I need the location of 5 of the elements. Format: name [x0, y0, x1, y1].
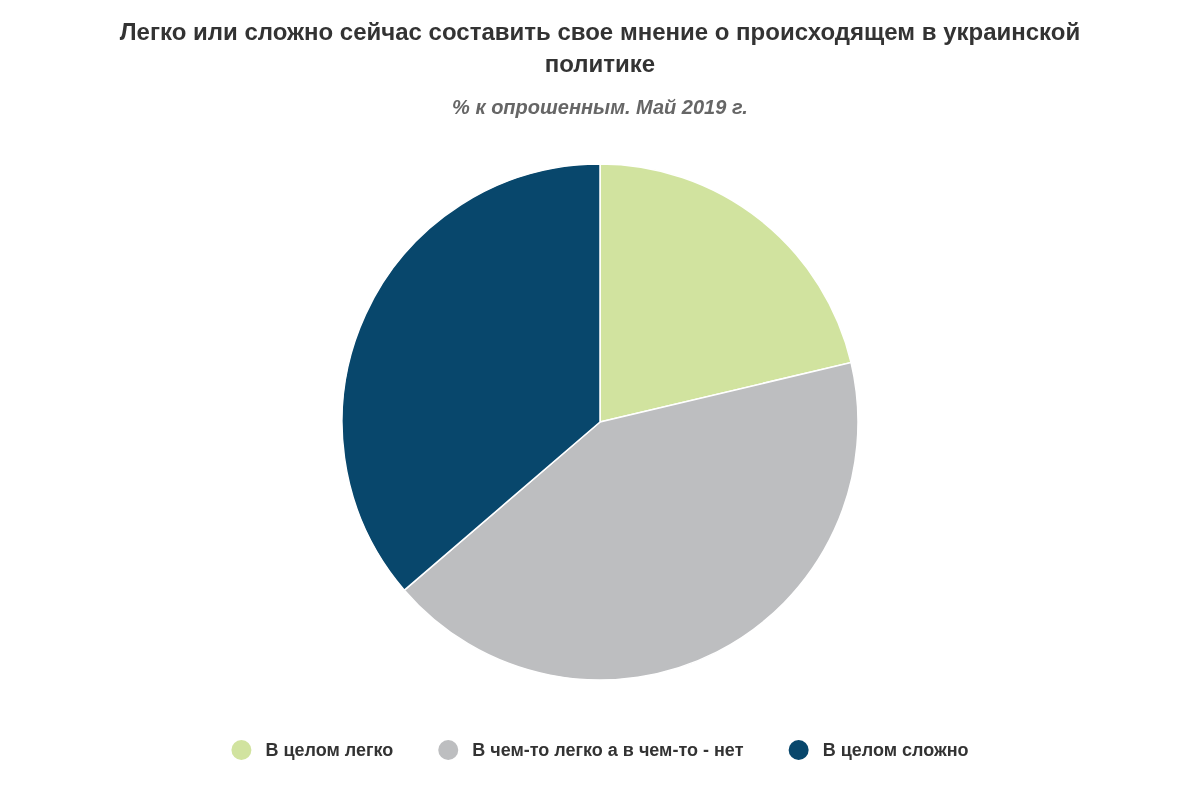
legend-label: В целом легко [265, 740, 394, 760]
legend-label: В целом сложно [822, 740, 969, 760]
chart-title: Легко или сложно сейчас составить свое мнение о происходящем в украинской политике [119, 18, 1081, 77]
legend-label: В чем-то легко а в чем-то - нет [472, 740, 744, 760]
chart-subtitle: % к опрошенным. Май 2019 г. [452, 96, 748, 118]
